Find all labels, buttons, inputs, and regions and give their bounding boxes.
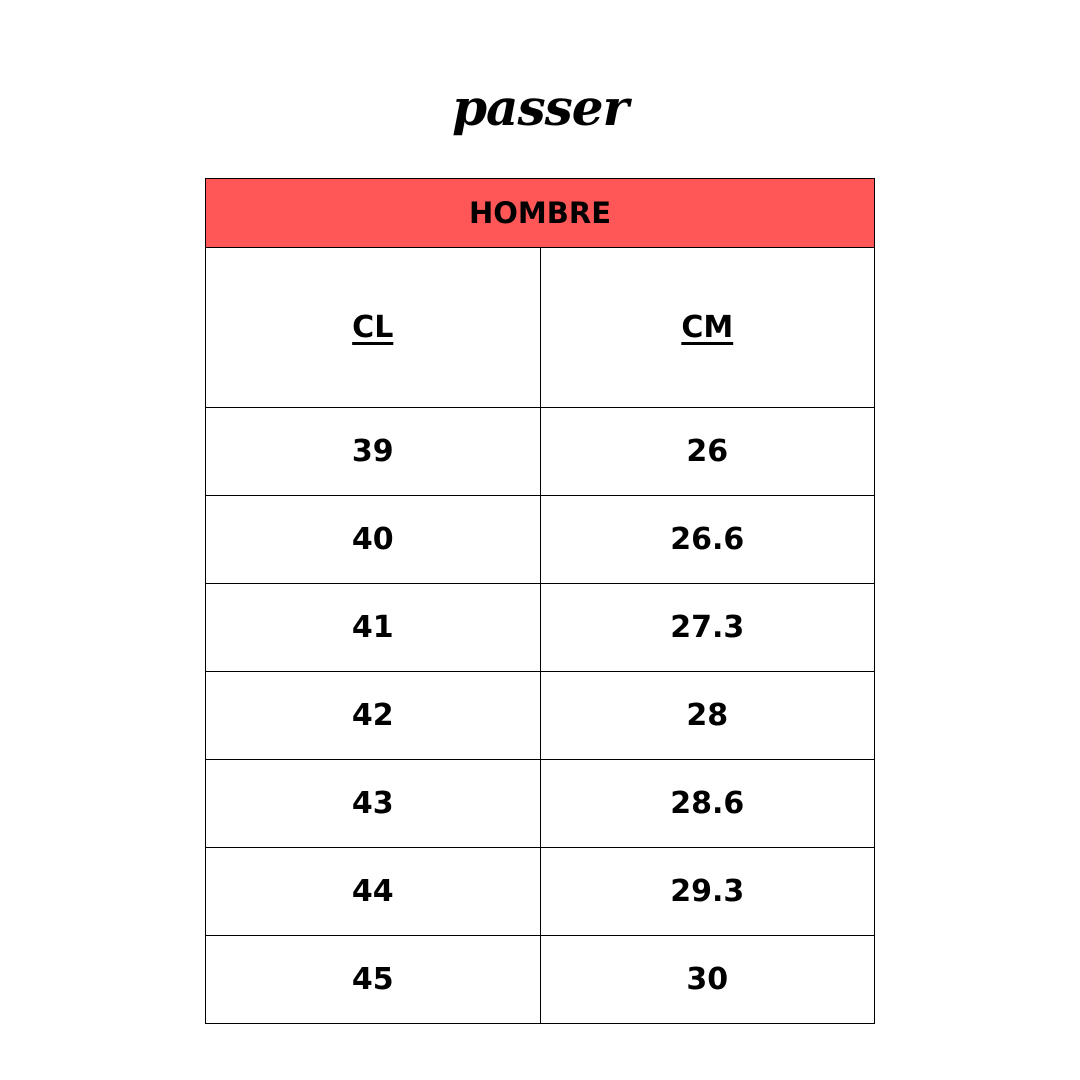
cell-cm: 26 (539, 407, 875, 496)
size-chart-table: HOMBRE CL CM 39 26 40 26.6 41 27.3 42 28 43 28.6 4… (205, 178, 875, 1024)
cell-cm: 28 (539, 671, 875, 760)
table-row: 45 30 (205, 935, 875, 1024)
cell-cl: 45 (205, 935, 541, 1024)
table-row: 44 29.3 (205, 847, 875, 936)
cell-cl: 40 (205, 495, 541, 584)
table-row: 41 27.3 (205, 583, 875, 672)
column-header-cl: CL (205, 247, 541, 408)
cell-cm: 27.3 (539, 583, 875, 672)
table-row: 42 28 (205, 671, 875, 760)
cell-cl: 39 (205, 407, 541, 496)
table-row: 39 26 (205, 407, 875, 496)
cell-cl: 42 (205, 671, 541, 760)
cell-cl: 44 (205, 847, 541, 936)
cell-cm: 26.6 (539, 495, 875, 584)
table-row: 40 26.6 (205, 495, 875, 584)
cell-cm: 30 (539, 935, 875, 1024)
brand-logo: passer (452, 78, 629, 137)
cell-cm: 28.6 (539, 759, 875, 848)
table-title: HOMBRE (205, 178, 875, 248)
table-row: 43 28.6 (205, 759, 875, 848)
cell-cl: 41 (205, 583, 541, 672)
cell-cm: 29.3 (539, 847, 875, 936)
column-header-cm: CM (539, 247, 875, 408)
cell-cl: 43 (205, 759, 541, 848)
